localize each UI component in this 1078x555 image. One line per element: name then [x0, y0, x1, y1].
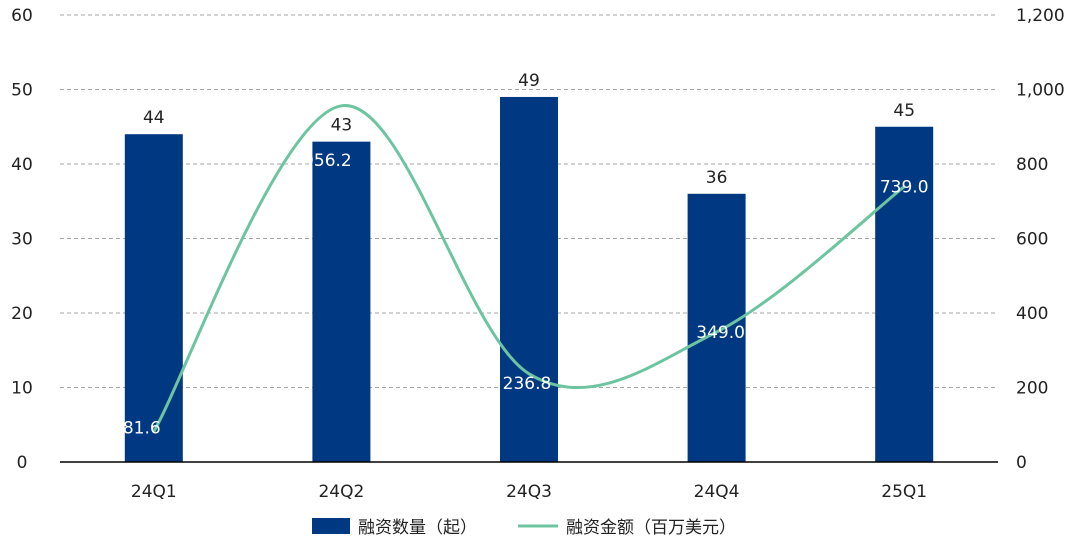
right-tick-label: 800: [1016, 155, 1048, 175]
legend: 融资数量（起） 融资金额（百万美元）: [312, 518, 736, 538]
bars: [124, 96, 934, 463]
right-axis-ticks: 0 200 400 600 800 1,000 1,200: [1016, 6, 1065, 473]
right-tick-label: 400: [1016, 304, 1048, 324]
left-tick-label: 50: [11, 81, 33, 101]
bar-24q4: [687, 193, 746, 463]
right-tick-label: 0: [1016, 453, 1027, 473]
bar-25q1: [875, 126, 934, 462]
left-tick-label: 30: [11, 230, 33, 250]
bar-label-24q2: 43: [331, 116, 353, 136]
right-tick-label: 1,000: [1016, 81, 1065, 101]
left-tick-label: 10: [11, 379, 33, 399]
right-tick-label: 200: [1016, 379, 1048, 399]
x-tick-24q4: 24Q4: [694, 482, 740, 502]
x-tick-24q3: 24Q3: [506, 482, 552, 502]
line-data-labels: 81.6 956.2 236.8 349.0 739.0: [123, 151, 929, 439]
line-label-24q4: 349.0: [696, 323, 745, 343]
bar-label-24q3: 49: [518, 71, 540, 91]
bar-24q2: [312, 141, 371, 462]
line-label-24q2: 956.2: [303, 151, 352, 171]
line-label-25q1: 739.0: [880, 178, 929, 198]
left-axis-ticks: 0 10 20 30 40 50 60: [11, 6, 33, 473]
bar-label-24q4: 36: [706, 168, 728, 188]
legend-label-bar: 融资数量（起）: [358, 518, 477, 538]
x-tick-25q1: 25Q1: [881, 482, 927, 502]
bar-label-25q1: 45: [893, 101, 915, 121]
legend-label-line: 融资金额（百万美元）: [566, 518, 736, 538]
line-label-24q3: 236.8: [503, 374, 552, 394]
left-tick-label: 60: [11, 6, 33, 26]
x-tick-24q1: 24Q1: [131, 482, 177, 502]
x-axis-ticks: 24Q1 24Q2 24Q3 24Q4 25Q1: [131, 482, 927, 502]
left-tick-label: 20: [11, 304, 33, 324]
bar-data-labels: 44 43 49 36 45: [143, 71, 915, 188]
line-series-amount: [152, 104, 906, 433]
left-tick-label: 40: [11, 155, 33, 175]
bar-label-24q1: 44: [143, 108, 165, 128]
bar-24q3: [500, 96, 558, 462]
left-tick-label: 0: [17, 453, 28, 473]
right-tick-label: 1,200: [1016, 6, 1065, 26]
bar-24q1: [124, 134, 183, 462]
line-label-24q1: 81.6: [123, 419, 161, 439]
right-tick-label: 600: [1016, 230, 1048, 250]
legend-swatch-bar: [312, 518, 350, 534]
x-tick-24q2: 24Q2: [318, 482, 364, 502]
